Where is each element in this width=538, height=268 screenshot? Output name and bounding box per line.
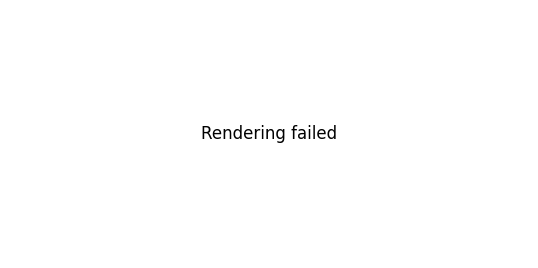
Text: Rendering failed: Rendering failed [201,125,337,143]
